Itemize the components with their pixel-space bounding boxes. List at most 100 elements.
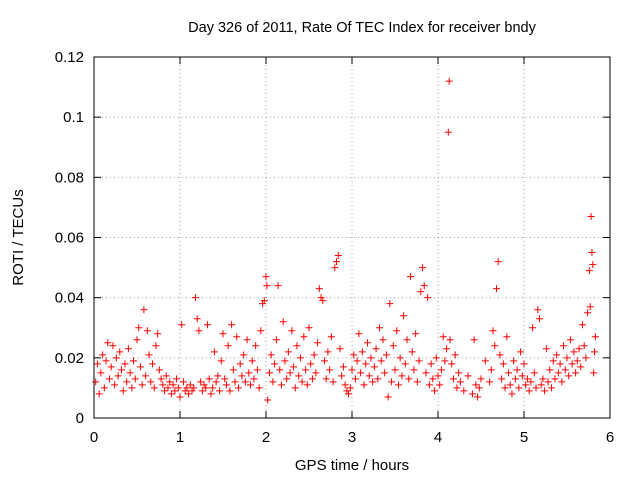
data-point (367, 354, 375, 362)
data-point (455, 369, 463, 377)
data-point (535, 315, 543, 323)
x-tick-label: 4 (434, 429, 442, 446)
data-point (396, 354, 404, 362)
data-point (492, 285, 500, 293)
data-point (591, 348, 599, 356)
data-point (190, 384, 198, 392)
data-point (207, 390, 215, 398)
chart-title: Day 326 of 2011, Rate Of TEC Index for r… (188, 20, 536, 36)
data-point (174, 384, 182, 392)
data-point (588, 249, 596, 257)
data-point (126, 369, 134, 377)
data-point (224, 342, 232, 350)
data-point (518, 372, 526, 380)
data-point (401, 360, 409, 368)
data-point (136, 363, 144, 371)
data-point (456, 378, 464, 386)
data-point (412, 330, 420, 338)
data-point (443, 345, 451, 353)
data-point (99, 351, 107, 359)
data-point (553, 351, 561, 359)
data-point (586, 303, 594, 311)
data-point (114, 372, 122, 380)
data-point (360, 381, 368, 389)
data-point (448, 360, 456, 368)
data-point (406, 273, 414, 281)
y-tick-label: 0.04 (55, 290, 84, 307)
data-point (532, 384, 540, 392)
data-point (228, 321, 236, 329)
data-point (472, 381, 480, 389)
data-point (267, 351, 275, 359)
axis-ticks: 0 1 2 3 4 5 6 0 0.02 0.04 0.06 0.08 0.1 0.12 (55, 49, 614, 446)
data-point (384, 393, 392, 401)
data-point (112, 354, 120, 362)
data-point (290, 363, 298, 371)
data-point (398, 372, 406, 380)
data-point (431, 387, 439, 395)
data-point (510, 357, 518, 365)
data-point (291, 384, 299, 392)
data-point (296, 354, 304, 362)
data-point (200, 381, 208, 389)
data-point (159, 381, 167, 389)
data-point (295, 372, 303, 380)
data-point (405, 375, 413, 383)
data-point (508, 390, 516, 398)
data-point (293, 342, 301, 350)
data-point (322, 375, 330, 383)
data-point (121, 360, 129, 368)
data-point (173, 375, 181, 383)
data-point (277, 381, 285, 389)
data-point (566, 336, 574, 344)
data-point (464, 372, 472, 380)
data-point (197, 378, 205, 386)
data-point (381, 369, 389, 377)
data-point (372, 345, 380, 353)
data-point (370, 363, 378, 371)
data-point (556, 360, 564, 368)
data-point (195, 327, 203, 335)
data-point (234, 384, 242, 392)
data-point (498, 375, 506, 383)
x-tick-label: 1 (176, 429, 184, 446)
data-point (451, 351, 459, 359)
data-point (424, 294, 432, 302)
data-point (415, 357, 423, 365)
data-point (363, 339, 371, 347)
data-point (444, 128, 452, 136)
data-point (281, 357, 289, 365)
data-point (343, 387, 351, 395)
data-point (331, 264, 339, 272)
data-point (95, 390, 103, 398)
data-point (432, 354, 440, 362)
data-point (439, 333, 447, 341)
data-point (369, 378, 377, 386)
data-point (561, 366, 569, 374)
data-point (427, 360, 435, 368)
data-point (520, 360, 528, 368)
data-point (176, 393, 184, 401)
data-point (100, 384, 108, 392)
data-point (420, 282, 428, 290)
data-point (496, 351, 504, 359)
data-point (217, 357, 225, 365)
data-point (161, 387, 169, 395)
data-point (403, 336, 411, 344)
data-point (499, 360, 507, 368)
data-point (303, 381, 311, 389)
data-point (546, 366, 554, 374)
data-point (386, 300, 394, 308)
data-point (548, 384, 556, 392)
data-point (263, 282, 271, 290)
data-point (568, 360, 576, 368)
data-point (205, 375, 213, 383)
data-point (188, 387, 196, 395)
data-point (505, 369, 513, 377)
data-point (417, 288, 425, 296)
data-point (355, 330, 363, 338)
data-point (391, 366, 399, 374)
data-point (589, 261, 597, 269)
